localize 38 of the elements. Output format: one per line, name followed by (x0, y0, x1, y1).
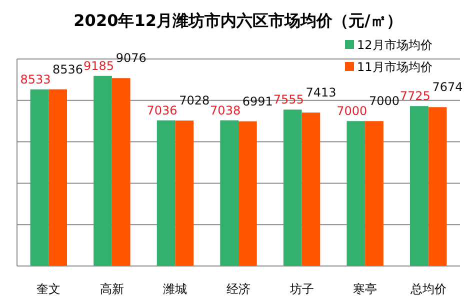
data-label: 8533 (20, 72, 51, 86)
bar (156, 120, 176, 266)
x-tick-label: 经济 (226, 282, 250, 296)
data-label: 7725 (400, 89, 430, 104)
x-tick-label: 总均价 (409, 282, 446, 296)
data-label: 7413 (306, 86, 336, 100)
bar (220, 120, 238, 266)
data-label: 7036 (146, 103, 178, 118)
data-label: 7555 (273, 92, 304, 107)
chart-title: 2020年12月潍坊市内六区市场均价（元/㎡） (74, 11, 402, 30)
data-label: 6991 (242, 94, 273, 108)
x-tick-label: 高新 (100, 282, 124, 296)
bar (283, 110, 302, 266)
data-label: 7028 (179, 94, 210, 108)
data-label: 8536 (52, 62, 84, 76)
x-tick-label: 潍城 (163, 282, 188, 296)
data-label: 9185 (83, 58, 114, 73)
data-label: 7000 (368, 94, 400, 108)
x-tick-label: 奎文 (36, 282, 61, 296)
x-tick-label: 坊子 (288, 282, 314, 296)
legend-label: 11月市场均价 (357, 60, 432, 74)
bar (346, 121, 366, 266)
data-label: 7000 (336, 104, 368, 118)
data-label: 9076 (116, 51, 146, 66)
bar (48, 89, 67, 266)
bar (238, 121, 257, 266)
bar (175, 120, 194, 266)
bar (365, 121, 384, 266)
bar (112, 78, 130, 266)
bar (428, 107, 447, 266)
bar (94, 76, 112, 266)
legend-label: 12月市场均价 (357, 38, 432, 52)
data-label: 7674 (432, 80, 463, 94)
bar (30, 89, 49, 266)
bar (302, 112, 320, 266)
x-tick-label: 寒亭 (353, 282, 378, 296)
bar (410, 106, 428, 266)
data-label: 7038 (210, 103, 241, 118)
